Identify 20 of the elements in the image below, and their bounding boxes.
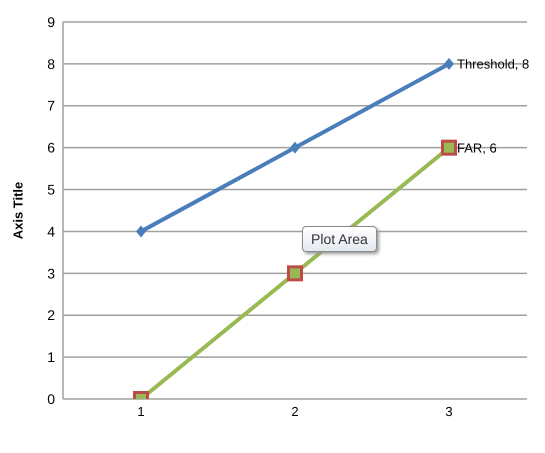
y-tick-label: 2 bbox=[47, 307, 56, 324]
y-tick-label: 7 bbox=[47, 98, 56, 114]
x-tick-label: 1 bbox=[137, 404, 145, 420]
point bbox=[290, 142, 300, 154]
y-tick-label: 0 bbox=[47, 390, 56, 407]
x-tick-label: 2 bbox=[291, 404, 299, 420]
y-tick-label: 6 bbox=[47, 140, 56, 156]
y-tick-label: 1 bbox=[47, 349, 56, 366]
point bbox=[444, 58, 454, 70]
y-tick-label: 5 bbox=[47, 182, 56, 198]
y-tick-label: 4 bbox=[47, 223, 56, 240]
annotation: Threshold, 8 bbox=[457, 56, 530, 72]
y-tick-label: 3 bbox=[47, 265, 56, 282]
annotation: Plot Area bbox=[302, 226, 377, 252]
y-tick-label: 9 bbox=[47, 14, 56, 30]
point bbox=[136, 225, 146, 238]
x-tick-label: 3 bbox=[445, 404, 453, 420]
y-tick-label: 8 bbox=[47, 56, 56, 72]
y-axis-title: Axis Title bbox=[10, 182, 26, 240]
annotation: FAR, 6 bbox=[457, 140, 497, 156]
